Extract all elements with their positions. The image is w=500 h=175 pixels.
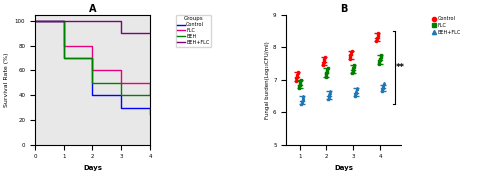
BEH xyxy=(118,94,124,96)
BEH+FLC xyxy=(32,20,38,22)
Control xyxy=(32,20,38,22)
BEH xyxy=(147,94,153,96)
BEH xyxy=(90,82,96,84)
Control xyxy=(90,94,96,96)
BEH xyxy=(60,57,66,59)
Title: A: A xyxy=(88,4,96,14)
Line: BEH: BEH xyxy=(35,21,150,95)
FLC xyxy=(32,20,38,22)
Line: FLC: FLC xyxy=(35,21,150,95)
Control xyxy=(147,113,153,115)
Line: Control: Control xyxy=(35,21,150,114)
Line: BEH+FLC: BEH+FLC xyxy=(35,21,150,33)
Y-axis label: Survival Rate (%): Survival Rate (%) xyxy=(4,52,9,107)
Control xyxy=(60,57,66,59)
FLC xyxy=(90,69,96,72)
Text: **: ** xyxy=(396,63,405,72)
Title: B: B xyxy=(340,4,347,14)
BEH+FLC xyxy=(60,20,66,22)
FLC xyxy=(118,82,124,84)
X-axis label: Days: Days xyxy=(334,165,353,171)
BEH+FLC xyxy=(147,32,153,34)
X-axis label: Days: Days xyxy=(83,165,102,171)
BEH+FLC xyxy=(118,32,124,34)
Control xyxy=(118,106,124,108)
Y-axis label: Fungal burden(Log₁₀CFU/ml): Fungal burden(Log₁₀CFU/ml) xyxy=(266,41,270,119)
BEH+FLC xyxy=(90,20,96,22)
Legend: Control, FLC, BEH, BEH+FLC: Control, FLC, BEH, BEH+FLC xyxy=(176,15,211,47)
Legend: Control, FLC, BEH+FLC: Control, FLC, BEH+FLC xyxy=(431,15,462,37)
FLC xyxy=(147,94,153,96)
BEH xyxy=(32,20,38,22)
FLC xyxy=(60,45,66,47)
